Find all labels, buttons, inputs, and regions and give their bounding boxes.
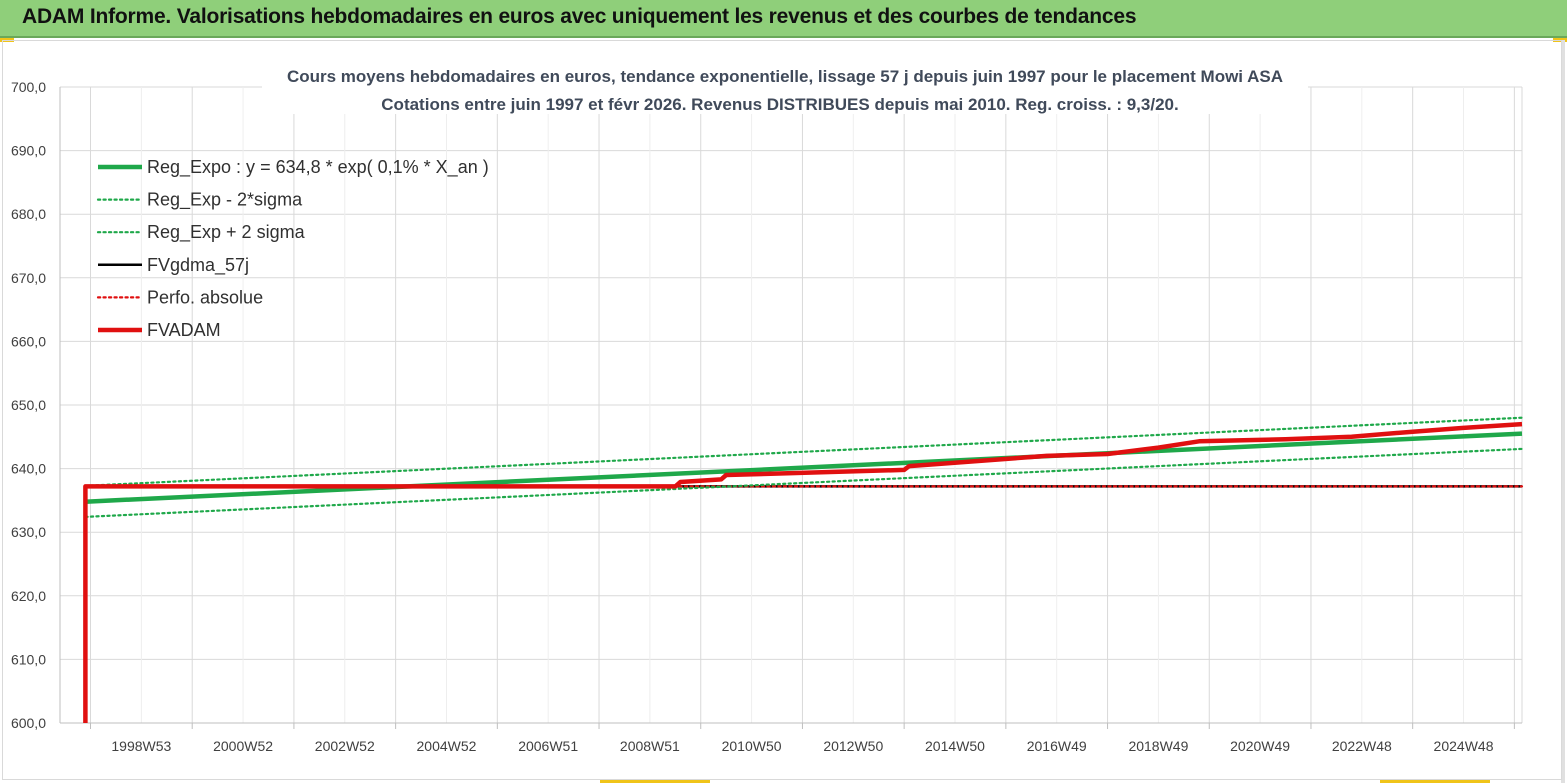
y-tick-label: 610,0 [11, 651, 46, 667]
legend-label-1: Reg_Exp - 2*sigma [147, 190, 303, 211]
x-tick-label: 2022W48 [1332, 738, 1392, 754]
y-tick-label: 670,0 [11, 270, 46, 286]
y-tick-label: 690,0 [11, 143, 46, 159]
accent-mark-bottom [600, 780, 710, 783]
y-tick-label: 600,0 [11, 715, 46, 731]
legend-label-0: Reg_Expo : y = 634,8 * exp( 0,1% * X_an … [147, 157, 489, 178]
legend-label-4: Perfo. absolue [147, 287, 263, 307]
report-header: ADAM Informe. Valorisations hebdomadaire… [0, 0, 1567, 38]
legend-label-5: FVADAM [147, 320, 221, 340]
frame-edge-right [1561, 40, 1565, 783]
x-tick-label: 2018W49 [1128, 738, 1188, 754]
y-tick-label: 650,0 [11, 397, 46, 413]
x-tick-label: 2024W48 [1434, 738, 1494, 754]
series-line-0 [85, 431, 1523, 504]
chart-series [83, 416, 1524, 723]
accent-mark-bottom-right [1380, 780, 1490, 783]
y-tick-label: 680,0 [11, 206, 46, 222]
x-tick-label: 2008W51 [620, 738, 680, 754]
series-line-2 [84, 416, 1524, 487]
x-tick-label: 2002W52 [315, 738, 375, 754]
x-tick-label: 2012W50 [823, 738, 883, 754]
chart-frame [2, 40, 1562, 780]
legend-label-3: FVgdma_57j [147, 255, 249, 276]
chart-axes: 600,0 610,0 620,0 630,0 640,0 650,0 660,0 670,0… [11, 79, 1522, 754]
series-line-5 [83, 421, 1523, 723]
y-tick-label: 700,0 [11, 79, 46, 95]
x-tick-label: 2000W52 [213, 738, 273, 754]
chart-legend: Reg_Expo : y = 634,8 * exp( 0,1% * X_an … [96, 157, 489, 340]
x-tick-label: 2014W50 [925, 738, 985, 754]
x-tick-label: 2006W51 [518, 738, 578, 754]
y-tick-label: 640,0 [11, 461, 46, 477]
x-tick-label: 2016W49 [1027, 738, 1087, 754]
y-tick-label: 630,0 [11, 524, 46, 540]
report-title: ADAM Informe. Valorisations hebdomadaire… [22, 5, 1137, 28]
x-tick-label: 2004W52 [417, 738, 477, 754]
x-tick-label: 2010W50 [722, 738, 782, 754]
chart-title-background [262, 62, 1308, 114]
chart-grid [60, 86, 1523, 723]
chart-title-line-2: Cotations entre juin 1997 et févr 2026. … [381, 95, 1178, 114]
y-tick-label: 620,0 [11, 588, 46, 604]
x-tick-label: 2020W49 [1230, 738, 1290, 754]
series-line-1 [84, 447, 1524, 518]
x-tick-label: 1998W53 [111, 738, 171, 754]
chart-title-line-1: Cours moyens hebdomadaires en euros, ten… [287, 67, 1283, 86]
y-tick-label: 660,0 [11, 333, 46, 349]
legend-label-2: Reg_Exp + 2 sigma [147, 222, 306, 243]
